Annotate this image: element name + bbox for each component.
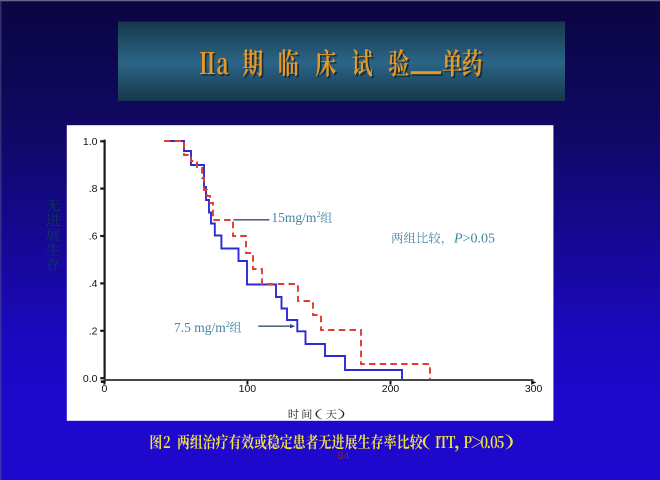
svg-text:0: 0 [101, 383, 107, 395]
svg-text:2: 2 [317, 210, 321, 219]
svg-text:.8: .8 [89, 183, 98, 195]
svg-text:1.0: 1.0 [83, 136, 98, 148]
svg-text:300: 300 [525, 383, 543, 395]
svg-text:200: 200 [382, 383, 400, 395]
svg-text:7.5 mg/m: 7.5 mg/m [174, 320, 226, 335]
svg-text:.4: .4 [89, 278, 98, 290]
svg-text:0.0: 0.0 [83, 373, 98, 385]
svg-text:P>0.05: P>0.05 [453, 232, 495, 247]
svg-text:2: 2 [226, 320, 230, 329]
svg-text:100: 100 [239, 383, 257, 395]
svg-text:.6: .6 [89, 231, 98, 243]
svg-text:.2: .2 [89, 325, 98, 337]
svg-text:84: 84 [338, 450, 350, 462]
svg-text:15mg/m: 15mg/m [271, 210, 317, 225]
